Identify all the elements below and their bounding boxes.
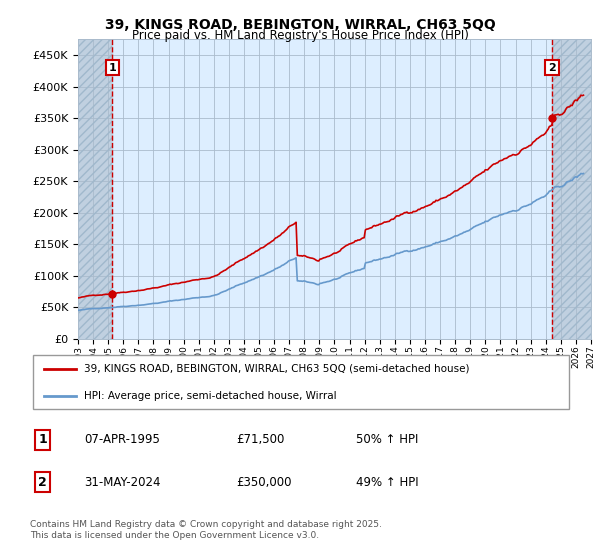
Bar [78,39,112,339]
Text: 49% ↑ HPI: 49% ↑ HPI [356,476,418,489]
Bar [552,39,591,339]
Text: £71,500: £71,500 [236,433,285,446]
Text: 31-MAY-2024: 31-MAY-2024 [85,476,161,489]
Text: Price paid vs. HM Land Registry's House Price Index (HPI): Price paid vs. HM Land Registry's House … [131,29,469,42]
Text: 07-APR-1995: 07-APR-1995 [85,433,160,446]
Text: 39, KINGS ROAD, BEBINGTON, WIRRAL, CH63 5QQ: 39, KINGS ROAD, BEBINGTON, WIRRAL, CH63 … [104,18,496,32]
Text: 1: 1 [109,63,116,73]
Text: HPI: Average price, semi-detached house, Wirral: HPI: Average price, semi-detached house,… [85,391,337,401]
Bar [78,39,112,339]
Text: £350,000: £350,000 [236,476,292,489]
Text: 1: 1 [38,433,47,446]
Bar [552,39,591,339]
FancyBboxPatch shape [33,355,569,409]
Text: 2: 2 [38,476,47,489]
Text: 50% ↑ HPI: 50% ↑ HPI [356,433,418,446]
Text: 2: 2 [548,63,556,73]
Text: Contains HM Land Registry data © Crown copyright and database right 2025.: Contains HM Land Registry data © Crown c… [30,520,382,529]
Text: This data is licensed under the Open Government Licence v3.0.: This data is licensed under the Open Gov… [30,531,319,540]
Text: 39, KINGS ROAD, BEBINGTON, WIRRAL, CH63 5QQ (semi-detached house): 39, KINGS ROAD, BEBINGTON, WIRRAL, CH63 … [85,363,470,374]
